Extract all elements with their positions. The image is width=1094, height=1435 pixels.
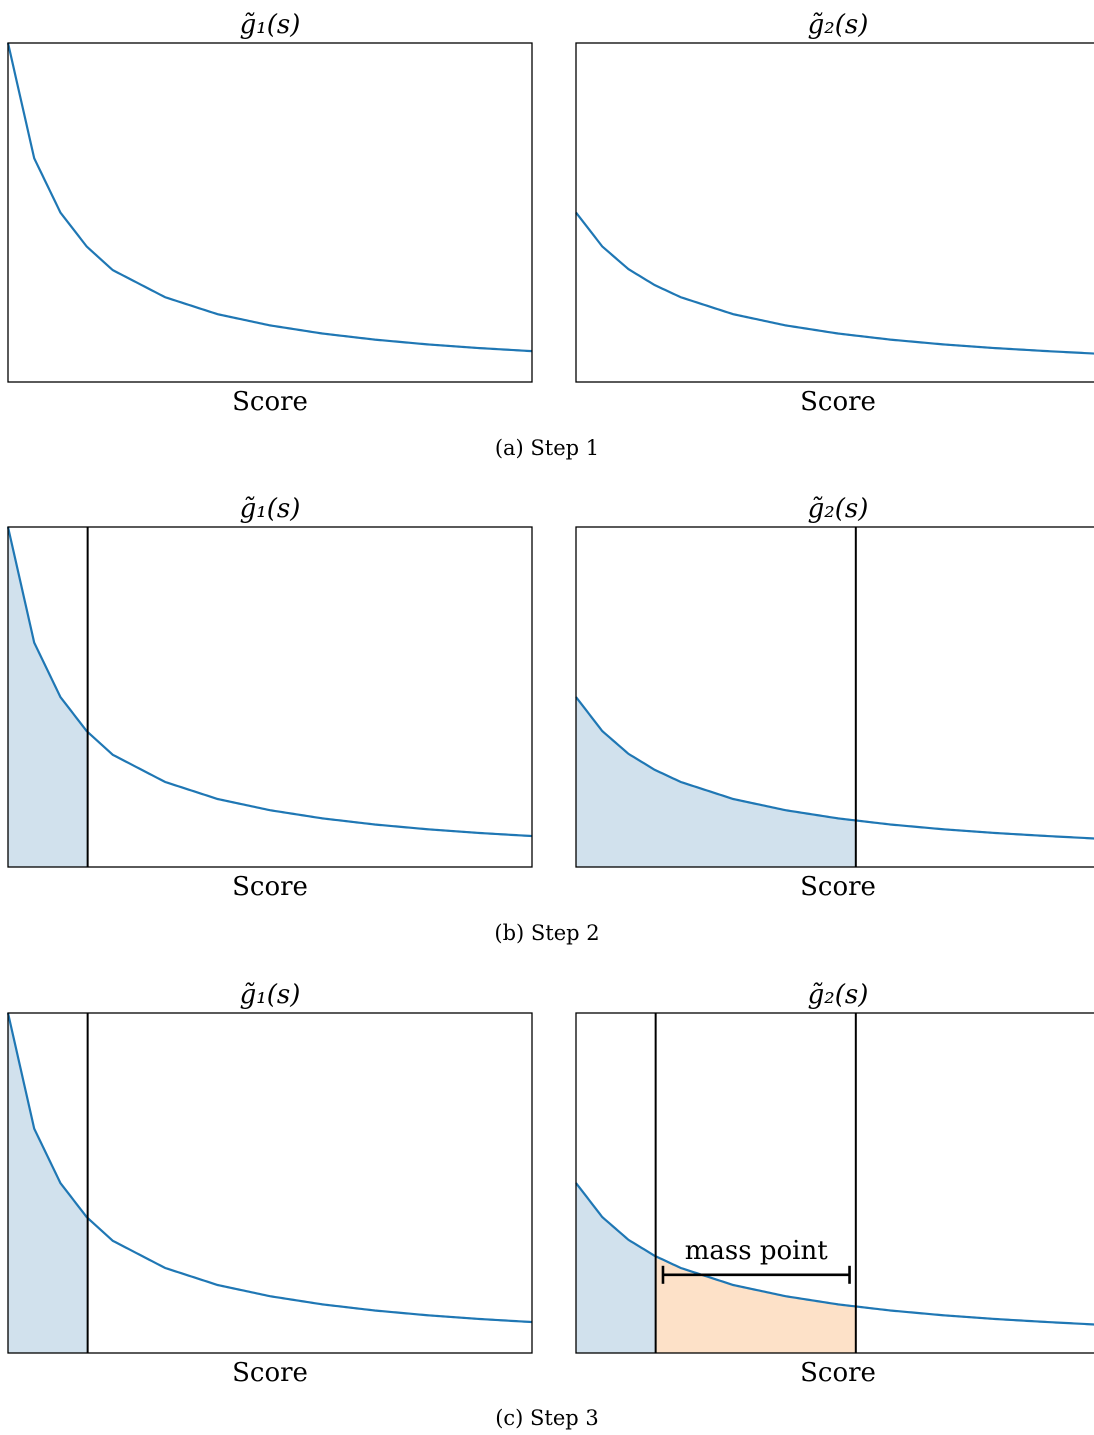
- plot-frame: [575, 42, 1094, 383]
- density-curve-g1: [6, 526, 533, 838]
- chart-row-c: g̃₁(s) Score mass point g̃₂(s) Score (c)…: [6, 980, 1094, 1430]
- shaded-region-2: [655, 1256, 856, 1353]
- plot-title: g̃₁(s): [240, 10, 301, 40]
- chart-a-right: g̃₂(s) Score: [575, 10, 1094, 417]
- shaded-region-1: [8, 527, 88, 867]
- x-axis-label: Score: [800, 387, 876, 417]
- chart-b-left: g̃₁(s) Score: [6, 494, 533, 902]
- plot-frame: [7, 42, 533, 383]
- density-curve-g1: [6, 42, 533, 353]
- subfigure-caption-a: (a) Step 1: [495, 436, 599, 460]
- x-axis-label: Score: [800, 1358, 876, 1388]
- plot-frame: [7, 1012, 533, 1354]
- x-axis-label: Score: [232, 1358, 308, 1388]
- mass-point-bracket: mass point: [661, 1236, 851, 1284]
- chart-row-b: g̃₁(s) Score g̃₂(s) Score (b) Step 2: [6, 494, 1094, 945]
- plot-frame: [575, 526, 1094, 868]
- x-axis-label: Score: [800, 872, 876, 902]
- mass-point-label: mass point: [685, 1236, 828, 1266]
- density-curve-g2: [575, 696, 1094, 840]
- chart-row-a: g̃₁(s) Score g̃₂(s) Score (a) Step 1: [6, 10, 1094, 460]
- plot-title: g̃₂(s): [808, 494, 869, 524]
- chart-c-left: g̃₁(s) Score: [6, 980, 533, 1388]
- subfigure-caption-b: (b) Step 2: [494, 921, 599, 945]
- plot-frame: [7, 526, 533, 868]
- chart-a-left: g̃₁(s) Score: [6, 10, 533, 417]
- plot-title: g̃₂(s): [808, 10, 869, 40]
- chart-c-right: mass point g̃₂(s) Score: [575, 980, 1094, 1388]
- density-curve-g1: [6, 1012, 533, 1324]
- subfigure-caption-c: (c) Step 3: [495, 1406, 599, 1430]
- plot-title: g̃₁(s): [240, 980, 301, 1010]
- plot-title: g̃₂(s): [808, 980, 869, 1010]
- plot-frame: [575, 1012, 1094, 1354]
- shaded-region-1: [576, 1183, 656, 1353]
- plot-title: g̃₁(s): [240, 494, 301, 524]
- chart-b-right: g̃₂(s) Score: [575, 494, 1094, 902]
- shaded-region-1: [8, 1013, 88, 1353]
- density-curve-g2: [575, 211, 1094, 355]
- x-axis-label: Score: [232, 872, 308, 902]
- density-curve-g2: [575, 1182, 1094, 1326]
- x-axis-label: Score: [232, 387, 308, 417]
- shaded-region-1: [576, 697, 856, 867]
